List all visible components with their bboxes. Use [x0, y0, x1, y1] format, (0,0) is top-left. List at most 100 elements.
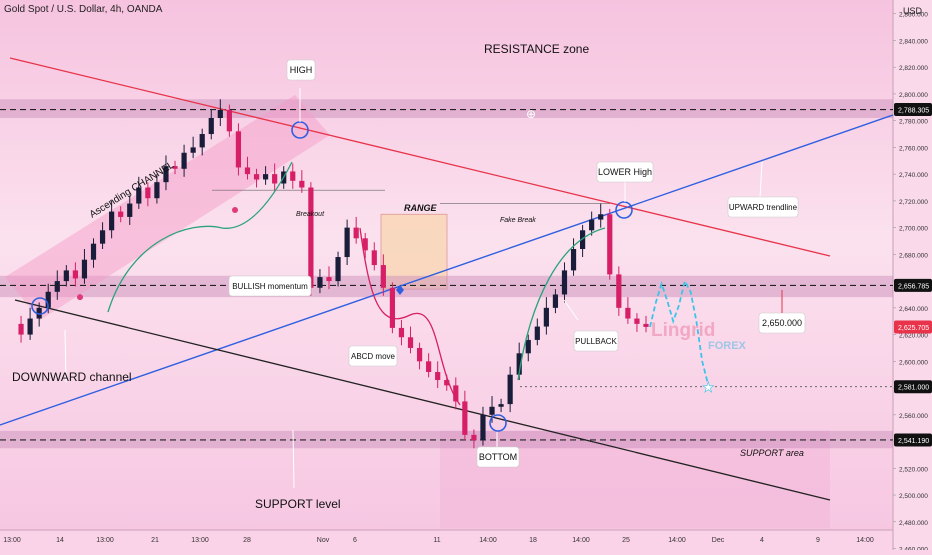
candle-body — [172, 166, 178, 169]
candle — [127, 195, 133, 225]
candle — [118, 206, 124, 223]
downward-channel-top-line — [9, 57, 831, 257]
price-tick-label: 2,720.000 — [899, 199, 928, 206]
candle — [616, 266, 622, 316]
candle — [72, 262, 78, 287]
candle — [543, 297, 549, 335]
time-tick-label: Dec — [712, 537, 725, 544]
candle — [181, 144, 187, 177]
candle — [99, 222, 106, 250]
time-tick-label: Nov — [317, 537, 330, 544]
candle-body — [580, 230, 586, 250]
label-upward-trendline-box — [727, 196, 799, 218]
price-tag-box — [894, 380, 932, 394]
candle-body — [54, 281, 60, 292]
time-tick-label: 11 — [433, 537, 440, 544]
label-abcd-move: ABCD move — [351, 352, 396, 361]
price-tag-box — [894, 278, 932, 292]
price-tick-label: 2,460.000 — [899, 547, 928, 551]
downward-channel-bottom-line — [14, 299, 831, 501]
candle-body — [217, 109, 223, 118]
candle — [136, 176, 142, 209]
label-fake-break: Fake Break — [500, 217, 536, 224]
candle-body — [145, 187, 151, 199]
candle — [54, 270, 60, 300]
candle — [172, 160, 178, 175]
candle-body — [607, 214, 613, 275]
candle-body — [190, 147, 196, 153]
candles — [18, 99, 649, 449]
candle — [63, 265, 69, 287]
time-tick-label: 14 — [56, 537, 64, 544]
price-tick-label: 2,840.000 — [899, 38, 928, 45]
candle-body — [90, 243, 97, 260]
candle — [498, 398, 504, 413]
time-tick-label: 6 — [353, 537, 357, 544]
label-high-box — [286, 59, 316, 81]
candle-body — [362, 238, 368, 251]
time-tick-label: 14:00 — [856, 537, 874, 544]
candle-body — [552, 294, 559, 308]
candle-body — [317, 277, 323, 288]
pointer-line-6 — [759, 161, 763, 199]
label-bullish-momentum-box — [228, 275, 312, 297]
candle — [435, 361, 441, 389]
zone-mid — [0, 275, 893, 298]
pointer-line-3 — [64, 329, 67, 383]
candle — [407, 326, 414, 354]
time-tick-label: 13:00 — [3, 537, 21, 544]
candle-body — [462, 401, 468, 435]
zone-support — [0, 430, 893, 449]
price-tag-box — [894, 103, 932, 117]
price-tick-label: 2,820.000 — [899, 65, 928, 72]
price-tick-label: 2,480.000 — [899, 520, 928, 527]
candle — [290, 163, 296, 189]
label-target-price: 2,650.000 — [762, 318, 802, 328]
candle-body — [208, 117, 214, 135]
price-tick-label: 2,500.000 — [899, 493, 928, 500]
candle-body — [308, 187, 314, 288]
price-tick-label: 2,740.000 — [899, 172, 928, 179]
candle — [380, 254, 386, 296]
label-bottom: BOTTOM — [479, 452, 517, 462]
candle — [371, 242, 377, 271]
lingrid-logo-sub: FOREX — [708, 340, 747, 352]
range-box — [380, 213, 448, 290]
time-tick-label: 28 — [243, 537, 251, 544]
candle — [426, 353, 432, 378]
dot-marker-2 — [232, 207, 238, 213]
rally-arrow — [517, 227, 606, 381]
price-tick-label: 2,680.000 — [899, 252, 928, 259]
candle-body — [643, 323, 649, 327]
candle-body — [272, 174, 278, 184]
candle — [344, 219, 350, 266]
candle-body — [589, 219, 595, 231]
label-resistance-zone: RESISTANCE zone — [484, 42, 589, 56]
candle-body — [81, 259, 88, 279]
currency-label: USD — [903, 6, 923, 16]
candle — [263, 166, 269, 185]
candle — [398, 319, 405, 346]
candle-body — [426, 361, 432, 373]
candle — [416, 342, 423, 370]
candle-body — [525, 339, 531, 354]
label-high: HIGH — [290, 65, 313, 75]
candle-body — [163, 166, 169, 183]
pointer-line-5 — [563, 299, 579, 321]
candle — [570, 238, 577, 276]
price-tag-label: 2,788.305 — [898, 108, 929, 115]
candle — [253, 168, 260, 188]
cursor-target-icon: ⊕ — [526, 107, 536, 121]
candle-body — [99, 230, 106, 244]
candle — [81, 249, 88, 284]
price-tag-label: 2,581.000 — [898, 385, 929, 392]
candle-body — [398, 327, 405, 338]
price-axis-background — [893, 0, 932, 550]
candle-body — [598, 214, 604, 220]
candle — [217, 99, 223, 127]
candle-body — [299, 180, 305, 188]
candle-body — [471, 434, 477, 441]
time-tick-label: 18 — [529, 537, 537, 544]
